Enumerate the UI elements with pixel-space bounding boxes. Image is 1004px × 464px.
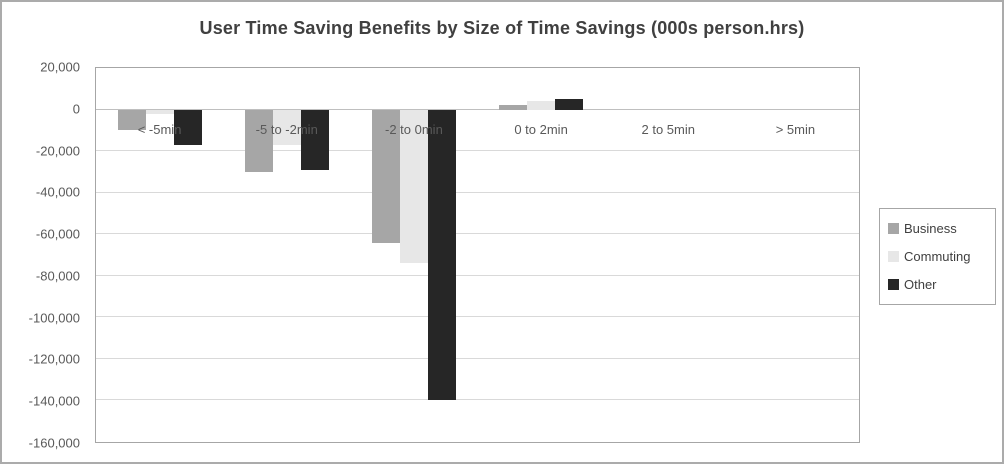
category-label-3: 0 to 2min xyxy=(514,121,568,137)
y-tick-label: -80,000 xyxy=(35,268,80,284)
bar-business-3 xyxy=(499,105,528,110)
gridline xyxy=(96,233,859,235)
bar-other-0 xyxy=(173,109,202,145)
category-label-5: > 5min xyxy=(775,121,816,137)
chart-title: User Time Saving Benefits by Size of Tim… xyxy=(199,18,805,38)
gridline xyxy=(96,357,859,359)
legend-item-label: Commuting xyxy=(904,248,971,264)
y-tick-label: -100,000 xyxy=(28,310,80,326)
legend-swatch-icon xyxy=(888,223,899,235)
y-tick-label: 0 xyxy=(72,101,80,117)
bar-commuting-2 xyxy=(399,109,428,264)
legend-item-other: Other xyxy=(888,277,987,292)
y-tick-label: -140,000 xyxy=(28,393,80,409)
legend-item-commuting: Commuting xyxy=(888,249,987,264)
y-axis: 20,000 0 -20,000 -40,000 -60,000 -80,000 -100,… xyxy=(2,60,80,451)
y-tick-label: -60,000 xyxy=(35,226,80,242)
legend-item-label: Other xyxy=(904,276,937,292)
plot-area: < -5min -5 to -2min -2 to 0min 0 to 2min 2 t… xyxy=(95,67,860,443)
legend-item-business: Business xyxy=(888,221,987,236)
legend-swatch-icon xyxy=(888,250,899,262)
y-tick-label: -20,000 xyxy=(35,143,80,159)
y-tick-label: -40,000 xyxy=(35,184,80,200)
legend: Business Commuting Other xyxy=(879,208,996,305)
legend-item-label: Business xyxy=(904,221,957,237)
y-tick-label: 20,000 xyxy=(40,59,80,75)
bar-other-2 xyxy=(427,109,456,401)
gridline xyxy=(96,399,859,401)
bar-commuting-0 xyxy=(145,109,174,114)
category-label-2: -2 to 0min xyxy=(385,121,443,137)
bar-commuting-1 xyxy=(272,109,301,145)
zero-axis-line xyxy=(96,108,859,110)
bar-commuting-3 xyxy=(527,101,556,110)
bar-other-3 xyxy=(555,99,584,110)
y-tick-label: -160,000 xyxy=(28,435,80,451)
bar-business-2 xyxy=(371,109,400,243)
category-label-0: < -5min xyxy=(137,121,182,137)
gridline xyxy=(96,150,859,152)
bar-business-0 xyxy=(117,109,146,131)
gridline xyxy=(96,316,859,318)
bar-other-1 xyxy=(300,109,329,170)
category-label-1: -5 to -2min xyxy=(255,121,318,137)
category-label-4: 2 to 5min xyxy=(641,121,695,137)
gridline xyxy=(96,274,859,276)
y-tick-label: -120,000 xyxy=(28,351,80,367)
bar-business-1 xyxy=(244,109,273,172)
legend-swatch-icon xyxy=(888,278,899,290)
gridline xyxy=(96,191,859,193)
